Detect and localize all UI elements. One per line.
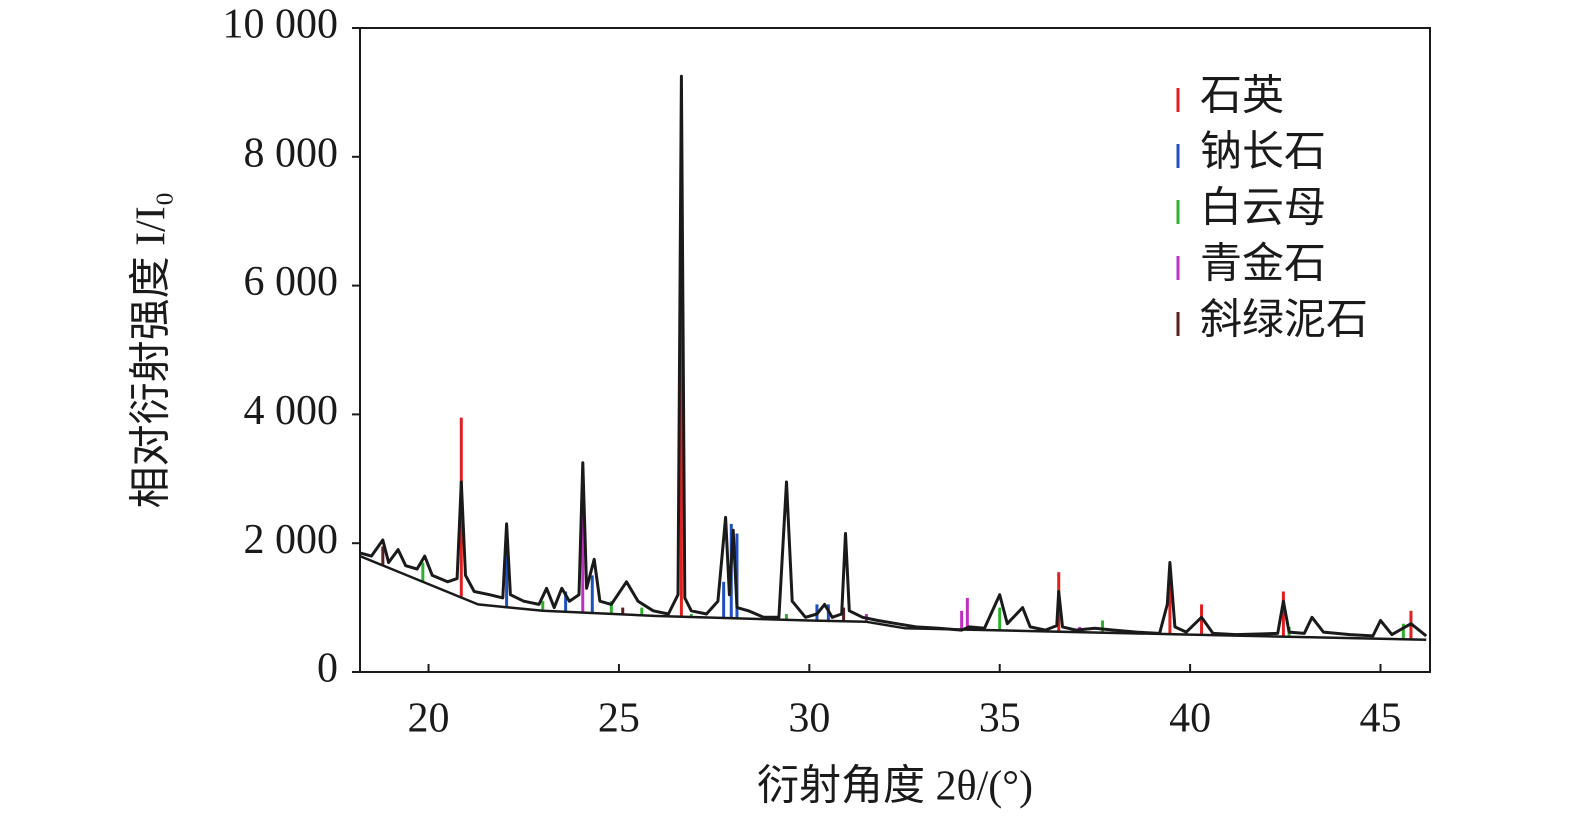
legend-label: 钠长石: [1200, 130, 1326, 176]
y-tick-label: 2 000: [244, 517, 339, 563]
legend-label: 白云母: [1200, 186, 1326, 232]
x-tick-label: 35: [979, 696, 1021, 742]
plot-frame: [359, 27, 1431, 673]
y-tick-label: 10 000: [223, 2, 339, 48]
diffraction-pattern: [359, 74, 1428, 638]
y-tick-label: 6 000: [244, 259, 339, 305]
legend-label: 斜绿泥石: [1200, 298, 1368, 344]
legend-label: 青金石: [1200, 241, 1326, 288]
x-axis-label: 衍射角度 2θ/(°): [757, 764, 1033, 810]
x-tick-label: 20: [408, 696, 450, 742]
x-tick-label: 25: [598, 696, 640, 742]
y-axis-label: 相对衍射强度 I/I₀: [129, 192, 175, 509]
background-line: [359, 554, 1427, 642]
x-tick-label: 30: [788, 696, 830, 742]
legend-label: 石英: [1200, 74, 1284, 120]
y-tick-label: 4 000: [244, 388, 339, 434]
x-tick-label: 45: [1359, 696, 1401, 742]
y-tick-label: 0: [317, 646, 338, 692]
x-tick-label: 40: [1169, 696, 1211, 742]
y-tick-label: 8 000: [244, 130, 339, 176]
